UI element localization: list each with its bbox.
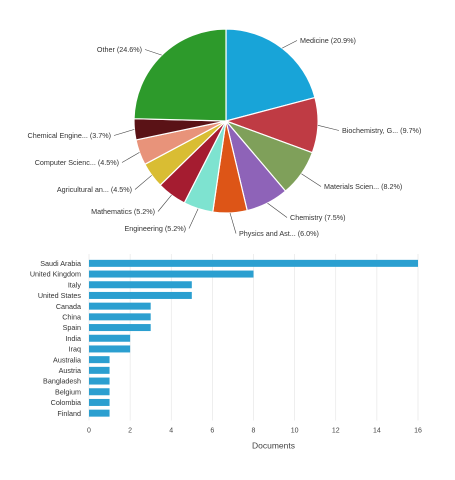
bar-spain[interactable]	[89, 324, 151, 332]
category-label-australia: Australia	[53, 355, 81, 364]
category-label-china: China	[62, 312, 81, 321]
bar-united-states[interactable]	[89, 291, 192, 299]
x-tick-label-12: 12	[332, 428, 340, 435]
bar-india[interactable]	[89, 334, 131, 342]
bar-saudi-arabia[interactable]	[89, 259, 418, 267]
x-tick-label-16: 16	[414, 428, 422, 435]
category-label-italy: Italy	[68, 280, 82, 289]
subject-area-pie-chart: Medicine (20.9%) Biochemistry, G... (9.7%…	[28, 28, 421, 238]
bar-china[interactable]	[89, 313, 151, 321]
category-label-saudi-arabia: Saudi Arabia	[40, 259, 81, 268]
pie-leader-line-engineering	[188, 208, 199, 229]
category-label-canada: Canada	[56, 302, 81, 311]
x-tick-label-10: 10	[291, 428, 299, 435]
pie-label-biochemistry-g: Biochemistry, G... (9.7%)	[342, 126, 421, 135]
pie-leader-line-computer-scienc	[121, 152, 140, 163]
pie-label-computer-scienc: Computer Scienc... (4.5%)	[35, 158, 119, 167]
x-tick-label-8: 8	[252, 428, 256, 435]
pie-leader-line-materials-scien	[301, 173, 322, 187]
pie-slice-other[interactable]	[133, 28, 227, 122]
pie-leader-line-physics-and-ast	[229, 212, 237, 234]
pie-label-medicine: Medicine (20.9%)	[300, 36, 356, 45]
bar-belgium[interactable]	[89, 388, 110, 396]
pie-slice-medicine[interactable]	[225, 28, 316, 122]
pie-label-physics-and-ast: Physics and Ast... (6.0%)	[239, 229, 319, 238]
category-label-bangladesh: Bangladesh	[43, 377, 81, 386]
category-label-spain: Spain	[63, 323, 81, 332]
bar-canada[interactable]	[89, 302, 151, 310]
bar-united-kingdom[interactable]	[89, 270, 254, 278]
pie-label-chemical-engine: Chemical Engine... (3.7%)	[28, 131, 112, 140]
bar-bangladesh[interactable]	[89, 377, 110, 385]
bar-iraq[interactable]	[89, 345, 131, 353]
category-label-iraq: Iraq	[69, 345, 81, 354]
bar-austria[interactable]	[89, 366, 110, 374]
pie-label-mathematics: Mathematics (5.2%)	[91, 207, 155, 216]
x-tick-label-6: 6	[210, 428, 214, 435]
category-label-austria: Austria	[59, 366, 81, 375]
x-tick-label-2: 2	[128, 428, 132, 435]
bar-finland[interactable]	[89, 409, 110, 417]
x-tick-label-0: 0	[87, 428, 91, 435]
category-label-belgium: Belgium	[55, 387, 81, 396]
pie-label-other: Other (24.6%)	[97, 45, 142, 54]
pie-leader-line-other	[144, 49, 162, 56]
category-label-united-kingdom: United Kingdom	[30, 270, 81, 279]
pie-leader-line-biochemistry-g	[317, 125, 340, 131]
pie-leader-line-medicine	[282, 40, 298, 49]
pie-leader-line-agricultural-an	[134, 175, 152, 190]
pie-label-materials-scien: Materials Scien... (8.2%)	[324, 182, 402, 191]
bar-italy[interactable]	[89, 281, 192, 289]
pie-leader-line-chemistry	[267, 202, 288, 218]
pie-leader-line-chemical-engine	[113, 129, 135, 136]
bar-australia[interactable]	[89, 356, 110, 364]
x-axis-title: Documents	[252, 441, 295, 451]
x-tick-label-4: 4	[169, 428, 173, 435]
pie-label-agricultural-an: Agricultural an... (4.5%)	[57, 185, 132, 194]
bar-colombia[interactable]	[89, 398, 110, 406]
category-label-india: India	[65, 334, 81, 343]
category-label-finland: Finland	[57, 409, 81, 418]
category-label-colombia: Colombia	[51, 398, 81, 407]
pie-label-engineering: Engineering (5.2%)	[124, 224, 186, 233]
category-label-united-states: United States	[38, 291, 82, 300]
x-tick-label-14: 14	[373, 428, 381, 435]
pie-label-chemistry: Chemistry (7.5%)	[290, 213, 346, 222]
pie-leader-line-mathematics	[157, 194, 172, 212]
